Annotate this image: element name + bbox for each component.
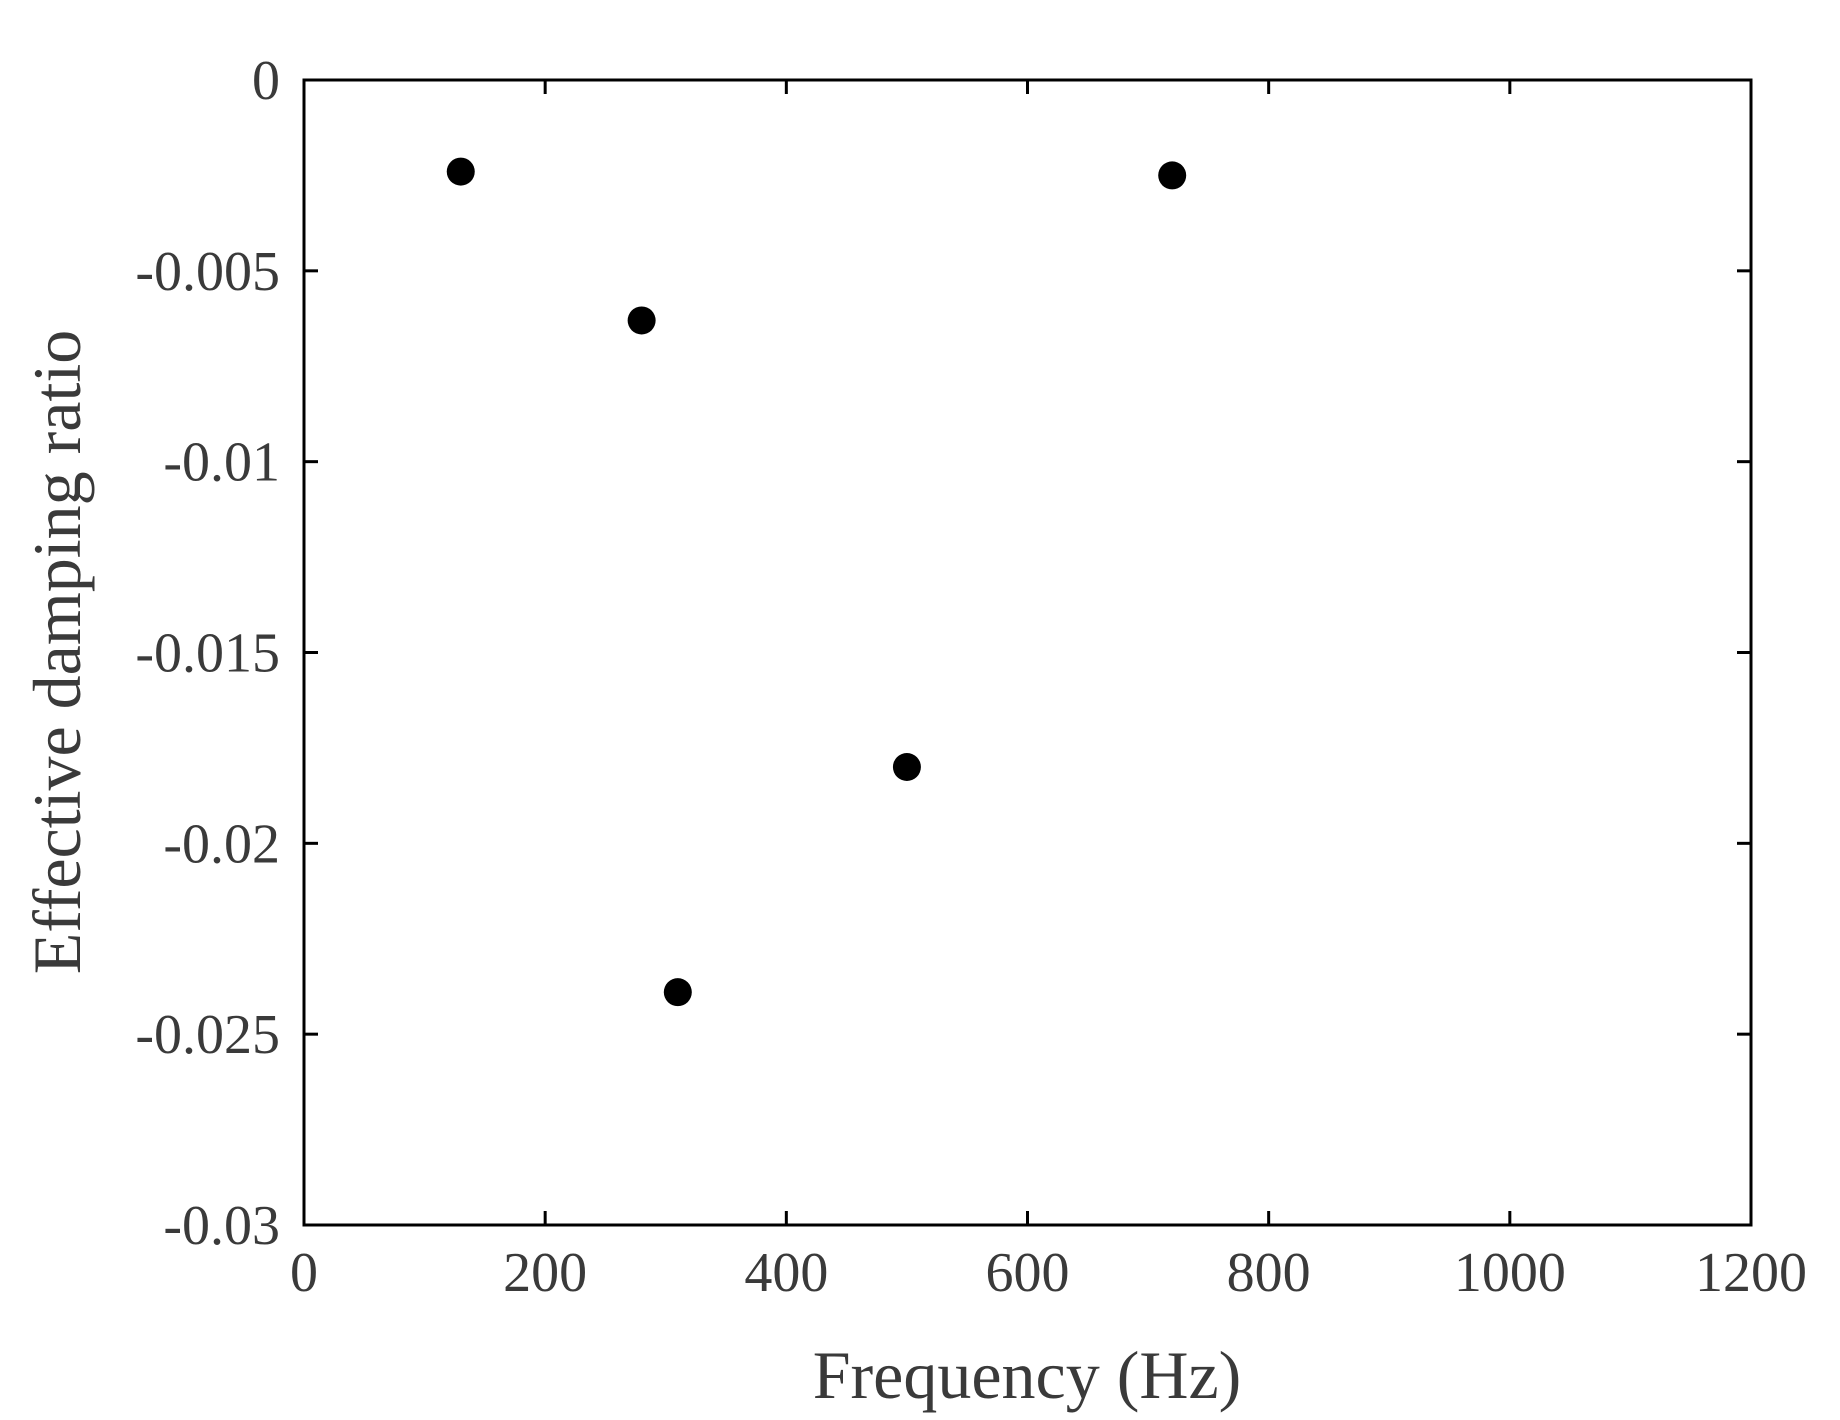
y-tick-label: -0.015 bbox=[135, 623, 280, 685]
data-point bbox=[663, 978, 692, 1007]
y-axis-label: Effective damping ratio bbox=[19, 330, 95, 975]
x-tick-label: 1200 bbox=[1695, 1242, 1807, 1304]
y-tick-label: -0.025 bbox=[135, 1004, 280, 1066]
x-tick-label: 200 bbox=[503, 1242, 587, 1304]
data-point bbox=[627, 306, 656, 335]
y-tick-label: -0.01 bbox=[163, 432, 280, 494]
y-axis-ticks: 0 -0.005 -0.01 -0.015 -0.02 -0.025 -0.03 bbox=[135, 50, 1751, 1257]
data-point bbox=[892, 753, 921, 781]
x-tick-label: 1000 bbox=[1454, 1242, 1566, 1304]
data-point bbox=[446, 157, 475, 186]
y-tick-label: 0 bbox=[252, 50, 280, 112]
y-tick-label: -0.03 bbox=[163, 1195, 280, 1257]
x-tick-label: 600 bbox=[986, 1242, 1070, 1304]
x-tick-label: 800 bbox=[1227, 1242, 1311, 1304]
y-tick-label: -0.005 bbox=[135, 241, 280, 303]
x-axis-label: Frequency (Hz) bbox=[813, 1337, 1242, 1413]
plot-frame bbox=[302, 78, 1753, 1227]
data-points bbox=[446, 157, 1187, 1007]
x-tick-label: 0 bbox=[290, 1242, 318, 1304]
y-tick-label: -0.02 bbox=[163, 813, 280, 875]
data-point bbox=[1158, 161, 1187, 190]
x-tick-label: 400 bbox=[744, 1242, 828, 1304]
x-axis-ticks: 0 200 400 600 800 1000 1200 bbox=[290, 80, 1807, 1304]
